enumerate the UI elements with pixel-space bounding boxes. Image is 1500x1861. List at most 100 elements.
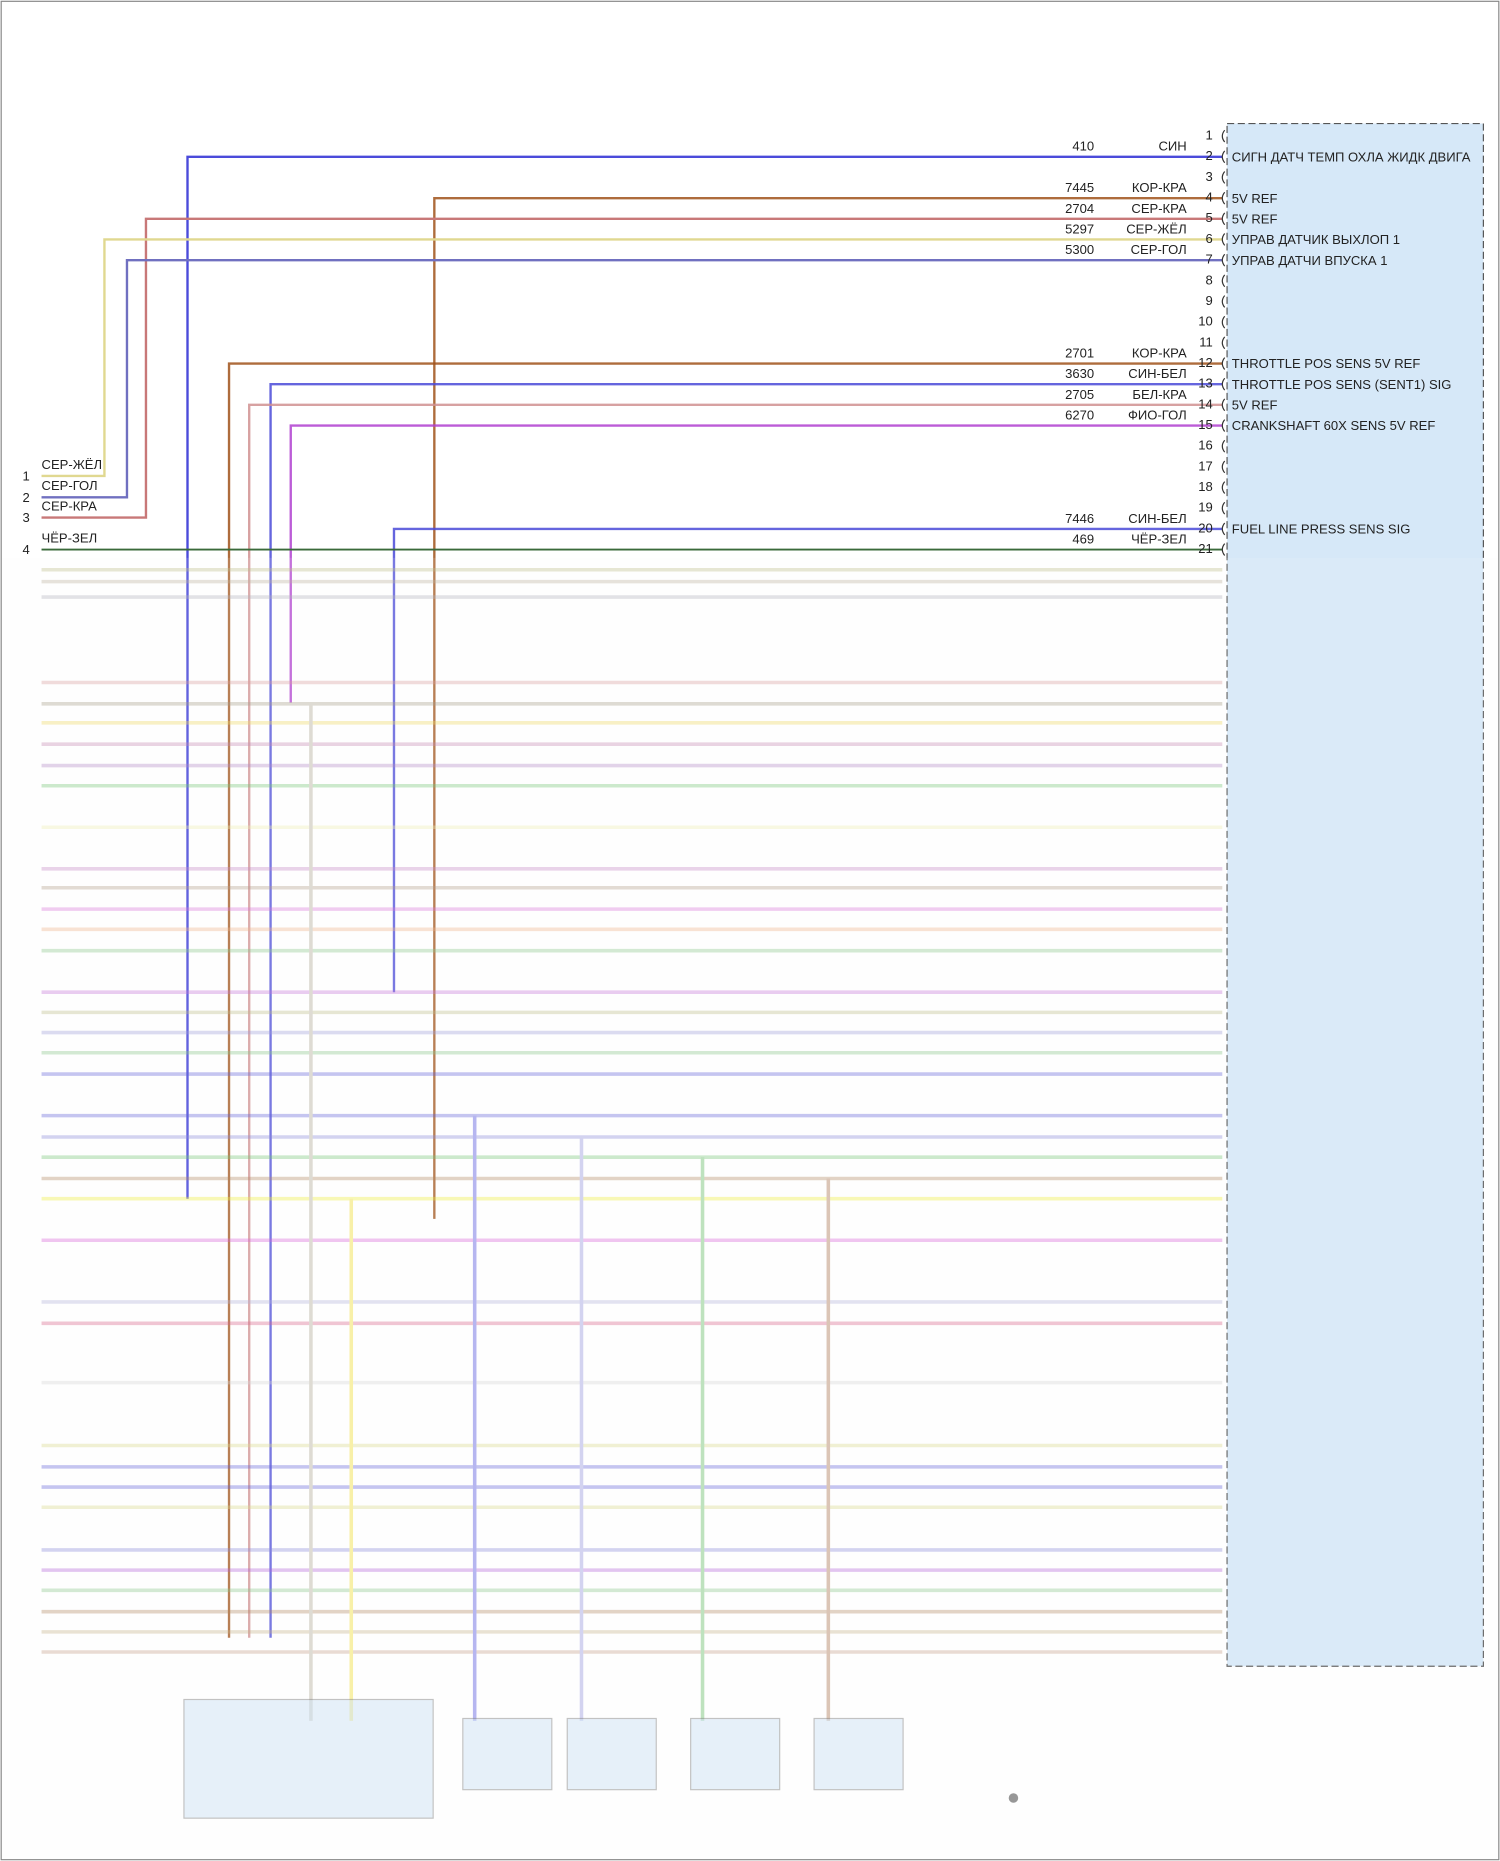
pin-bracket (1221, 171, 1226, 184)
circuit-number: 2705 (1065, 387, 1094, 402)
wire (248, 403, 1223, 1638)
pin-number: 2 (1206, 148, 1213, 163)
component (566, 1717, 657, 1791)
left-wire-color: СЕР-ЖЁЛ (42, 457, 102, 472)
wire-color: СЕР-КРА (1131, 201, 1187, 216)
pin-bracket (1221, 501, 1226, 515)
left-wire-color: СЕР-КРА (42, 498, 98, 513)
pin-bracket (1221, 212, 1226, 226)
circuit-number: 5300 (1065, 242, 1094, 257)
pin-bracket (1221, 233, 1226, 246)
circuit-number: 2704 (1065, 201, 1094, 216)
left-pin-number: 3 (22, 510, 29, 525)
component (690, 1717, 781, 1791)
pin-number: 13 (1198, 376, 1213, 391)
pin-bracket (1221, 129, 1226, 143)
wires (41, 155, 1223, 1638)
pin-bracket (1221, 150, 1226, 164)
pin-number: 14 (1198, 396, 1213, 411)
left-pin-number: 4 (22, 542, 29, 557)
pin-function: THROTTLE POS SENS (SENT1) SIG (1232, 377, 1452, 392)
pin-bracket (1221, 481, 1226, 494)
pin-bracket (1221, 315, 1226, 329)
pin-bracket (1221, 522, 1226, 536)
left-wire-color: ЧЁР-ЗЕЛ (42, 530, 98, 545)
pin-number: 20 (1198, 520, 1213, 535)
pin-function: УПРАВ ДАТЧИ ВПУСКА 1 (1232, 253, 1388, 268)
wire-color: ФИО-ГОЛ (1128, 407, 1187, 422)
pin-function: УПРАВ ДАТЧИК ВЫХЛОП 1 (1232, 232, 1400, 247)
wire (433, 196, 1223, 1219)
ground (1008, 1793, 1019, 1803)
pin-number: 15 (1198, 417, 1213, 432)
wire-color: СЕР-ГОЛ (1131, 242, 1187, 257)
pin-number: 7 (1206, 252, 1213, 267)
wire-color: КОР-КРА (1132, 180, 1187, 195)
wire-color: СЕР-ЖЁЛ (1126, 221, 1187, 236)
wire (41, 238, 1223, 478)
wire (392, 527, 1223, 993)
wire (41, 258, 1223, 499)
wire (289, 424, 1223, 703)
wire-color: БЕЛ-КРА (1132, 387, 1187, 402)
pin-bracket (1221, 439, 1226, 453)
wire-color: СИН-БЕЛ (1128, 366, 1186, 381)
wire-color: ЧЁР-ЗЕЛ (1131, 532, 1187, 547)
pin-number: 17 (1198, 458, 1213, 473)
pin-number: 5 (1206, 210, 1213, 225)
pin-function: CRANKSHAFT 60X SENS 5V REF (1232, 418, 1436, 433)
pin-number: 21 (1198, 541, 1213, 556)
left-pin-number: 2 (22, 490, 29, 505)
circuit-number: 6270 (1065, 407, 1094, 422)
pin-number: 19 (1198, 500, 1213, 515)
pin-bracket (1221, 336, 1226, 350)
component (813, 1717, 904, 1791)
pin-bracket (1221, 274, 1226, 288)
component (183, 1698, 434, 1819)
pin-number: 8 (1206, 272, 1213, 287)
pin-bracket (1221, 253, 1226, 267)
left-pin-number: 1 (22, 469, 29, 484)
connector-box (1226, 122, 1484, 1667)
circuit-number: 7445 (1065, 180, 1094, 195)
circuit-number: 5297 (1065, 221, 1094, 236)
pin-function: THROTTLE POS SENS 5V REF (1232, 356, 1421, 371)
wire (41, 217, 1223, 519)
pin-bracket (1221, 377, 1226, 391)
pin-bracket (1221, 543, 1226, 556)
pin-function: 5V REF (1232, 211, 1278, 226)
wire (227, 362, 1223, 1638)
pin-function: СИГН ДАТЧ ТЕМП ОХЛА ЖИДК ДВИГА (1232, 149, 1471, 164)
pin-bracket (1221, 419, 1226, 432)
pin-number: 1 (1206, 128, 1213, 143)
pin-number: 16 (1198, 438, 1213, 453)
pin-function: FUEL LINE PRESS SENS SIG (1232, 522, 1411, 537)
pin-number: 4 (1206, 190, 1213, 205)
component (462, 1717, 553, 1791)
circuit-number: 2701 (1065, 345, 1094, 360)
pin-number: 3 (1206, 169, 1213, 184)
pin-bracket (1221, 357, 1226, 370)
circuit-number: 469 (1072, 532, 1094, 547)
pin-bracket (1221, 191, 1226, 205)
pin-number: 9 (1206, 293, 1213, 308)
pin-number: 11 (1199, 334, 1213, 349)
components (183, 1698, 1019, 1819)
pin-number: 12 (1198, 355, 1213, 370)
pin-function: 5V REF (1232, 397, 1278, 412)
fade (2, 557, 1498, 1859)
wire (269, 382, 1223, 1638)
pin-number: 18 (1198, 479, 1213, 494)
circuit-number: 3630 (1065, 366, 1094, 381)
pin-bracket (1221, 398, 1226, 412)
wire (186, 155, 1223, 1199)
pin-number: 6 (1206, 231, 1213, 246)
blurred-section (2, 557, 1498, 1859)
left-wire-color: СЕР-ГОЛ (42, 478, 98, 493)
pin-number: 10 (1198, 314, 1213, 329)
pin-bracket (1221, 460, 1226, 474)
wire-color: СИН (1158, 139, 1186, 154)
pin-function: 5V REF (1232, 191, 1278, 206)
